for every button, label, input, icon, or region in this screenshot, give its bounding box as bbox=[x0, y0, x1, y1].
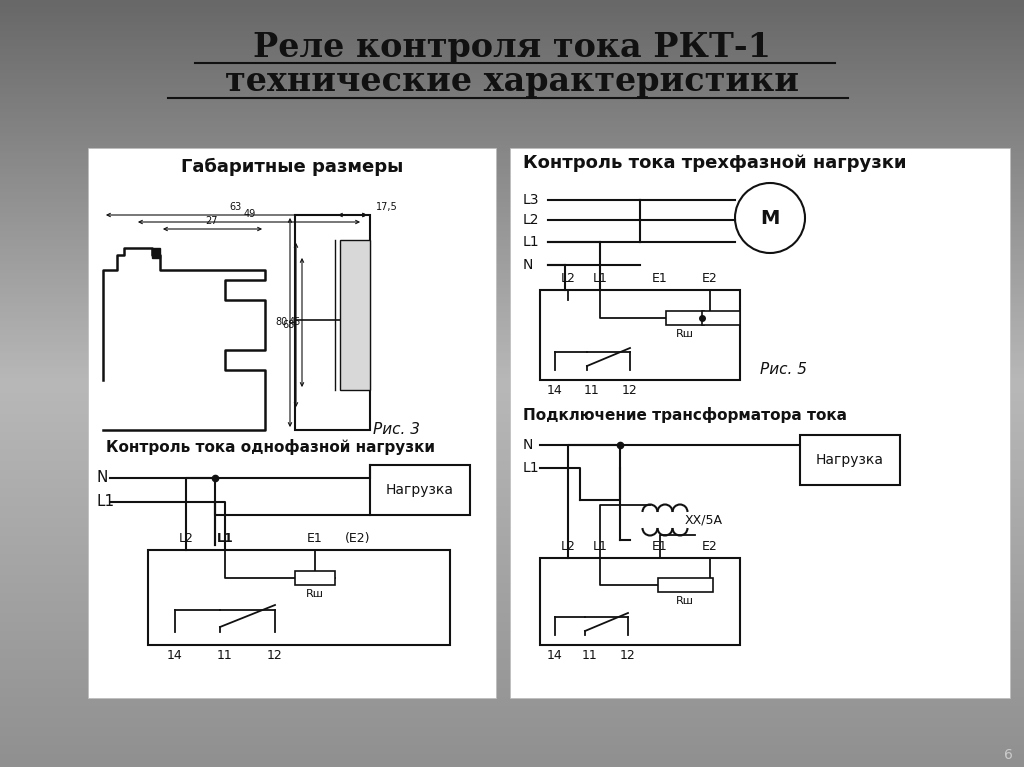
Text: ХХ/5А: ХХ/5А bbox=[685, 513, 723, 526]
Text: 63: 63 bbox=[229, 202, 242, 212]
Text: E2: E2 bbox=[702, 540, 718, 553]
Text: L1: L1 bbox=[523, 235, 540, 249]
Text: 17,5: 17,5 bbox=[376, 202, 397, 212]
Text: E1: E1 bbox=[652, 272, 668, 285]
Text: Нагрузка: Нагрузка bbox=[386, 483, 454, 497]
Text: M: M bbox=[760, 209, 779, 228]
Text: N: N bbox=[523, 438, 534, 452]
Text: технические характеристики: технические характеристики bbox=[225, 65, 799, 98]
Text: 14: 14 bbox=[547, 384, 563, 397]
Text: N: N bbox=[97, 470, 109, 486]
Text: L1: L1 bbox=[593, 272, 607, 285]
Text: 14: 14 bbox=[547, 649, 563, 662]
Text: 11: 11 bbox=[217, 649, 232, 662]
Text: L2: L2 bbox=[178, 532, 194, 545]
Text: L1: L1 bbox=[97, 495, 115, 509]
Text: 80: 80 bbox=[275, 317, 288, 327]
Text: L3: L3 bbox=[523, 193, 540, 207]
Text: 6: 6 bbox=[1004, 748, 1013, 762]
Polygon shape bbox=[152, 248, 160, 258]
Text: Рис. 5: Рис. 5 bbox=[760, 363, 807, 377]
Bar bbox=[800, 435, 900, 485]
Text: Rш: Rш bbox=[676, 329, 694, 339]
Text: 11: 11 bbox=[584, 384, 600, 397]
Text: Rш: Rш bbox=[676, 596, 694, 606]
Bar bbox=[540, 558, 740, 645]
Text: L1: L1 bbox=[593, 540, 607, 553]
Bar bbox=[658, 578, 713, 592]
Text: N: N bbox=[523, 258, 534, 272]
Text: L1: L1 bbox=[217, 532, 233, 545]
Text: Подключение трансформатора тока: Подключение трансформатора тока bbox=[523, 407, 847, 423]
Text: 68: 68 bbox=[283, 320, 295, 330]
Bar bbox=[295, 215, 370, 430]
Bar bbox=[340, 240, 370, 390]
Text: L1: L1 bbox=[523, 461, 540, 475]
Text: E1: E1 bbox=[652, 540, 668, 553]
Text: 27: 27 bbox=[206, 216, 218, 226]
Bar bbox=[510, 148, 1010, 698]
Text: Реле контроля тока РКТ-1: Реле контроля тока РКТ-1 bbox=[253, 31, 771, 64]
Text: L2: L2 bbox=[560, 540, 575, 553]
Bar bbox=[370, 465, 470, 515]
Text: L2: L2 bbox=[560, 272, 575, 285]
Text: (E2): (E2) bbox=[345, 532, 371, 545]
Circle shape bbox=[735, 183, 805, 253]
Text: 14: 14 bbox=[167, 649, 183, 662]
Text: 12: 12 bbox=[621, 649, 636, 662]
Text: Контроль тока однофазной нагрузки: Контроль тока однофазной нагрузки bbox=[106, 439, 435, 455]
Text: E1: E1 bbox=[307, 532, 323, 545]
Bar bbox=[540, 290, 740, 380]
Text: Rш: Rш bbox=[306, 589, 324, 599]
Text: 45: 45 bbox=[289, 317, 301, 327]
Bar bbox=[148, 550, 450, 645]
Bar bbox=[666, 311, 705, 325]
Text: E2: E2 bbox=[702, 272, 718, 285]
Text: Нагрузка: Нагрузка bbox=[816, 453, 884, 467]
Text: L2: L2 bbox=[523, 213, 540, 227]
Text: Рис. 3: Рис. 3 bbox=[373, 423, 420, 437]
Bar bbox=[295, 571, 335, 585]
Text: 12: 12 bbox=[623, 384, 638, 397]
Text: 12: 12 bbox=[267, 649, 283, 662]
Text: 11: 11 bbox=[582, 649, 598, 662]
Text: Контроль тока трехфазной нагрузки: Контроль тока трехфазной нагрузки bbox=[523, 154, 906, 172]
Bar bbox=[88, 148, 496, 698]
Bar bbox=[702, 311, 740, 325]
Text: 49: 49 bbox=[244, 209, 256, 219]
Text: Габаритные размеры: Габаритные размеры bbox=[181, 158, 403, 176]
